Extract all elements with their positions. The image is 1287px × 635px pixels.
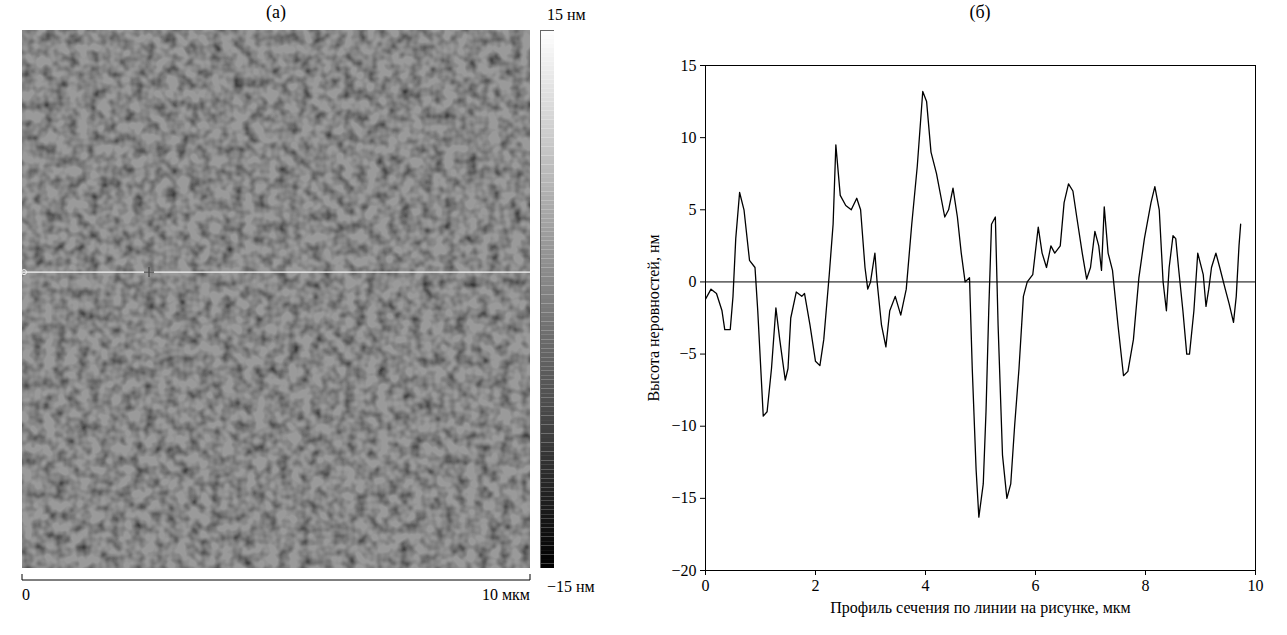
svg-text:0: 0 bbox=[689, 273, 697, 290]
svg-text:Высота неровностей, нм: Высота неровностей, нм bbox=[645, 234, 663, 401]
svg-text:−15: −15 bbox=[671, 489, 696, 506]
svg-text:−10: −10 bbox=[671, 417, 696, 434]
svg-text:6: 6 bbox=[1032, 577, 1040, 594]
svg-text:−15 нм: −15 нм bbox=[547, 578, 595, 595]
svg-text:−20: −20 bbox=[671, 562, 696, 579]
svg-text:15 нм: 15 нм bbox=[547, 6, 586, 23]
svg-text:−5: −5 bbox=[679, 345, 696, 362]
svg-text:8: 8 bbox=[1142, 577, 1150, 594]
svg-text:4: 4 bbox=[922, 577, 930, 594]
svg-text:10: 10 bbox=[1248, 577, 1264, 594]
svg-text:0: 0 bbox=[702, 577, 710, 594]
svg-text:Профиль сечения по линии на ри: Профиль сечения по линии на рисунке, мкм bbox=[830, 599, 1130, 617]
svg-text:0: 0 bbox=[22, 586, 30, 603]
html-text:(а): (а) bbox=[266, 2, 286, 22]
svg-text:2: 2 bbox=[812, 577, 820, 594]
svg-text:10: 10 bbox=[681, 129, 697, 146]
svg-text:10 мкм: 10 мкм bbox=[482, 586, 530, 603]
html-text:(б): (б) bbox=[969, 2, 991, 22]
svg-text:15: 15 bbox=[681, 57, 697, 74]
svg-text:5: 5 bbox=[689, 201, 697, 218]
